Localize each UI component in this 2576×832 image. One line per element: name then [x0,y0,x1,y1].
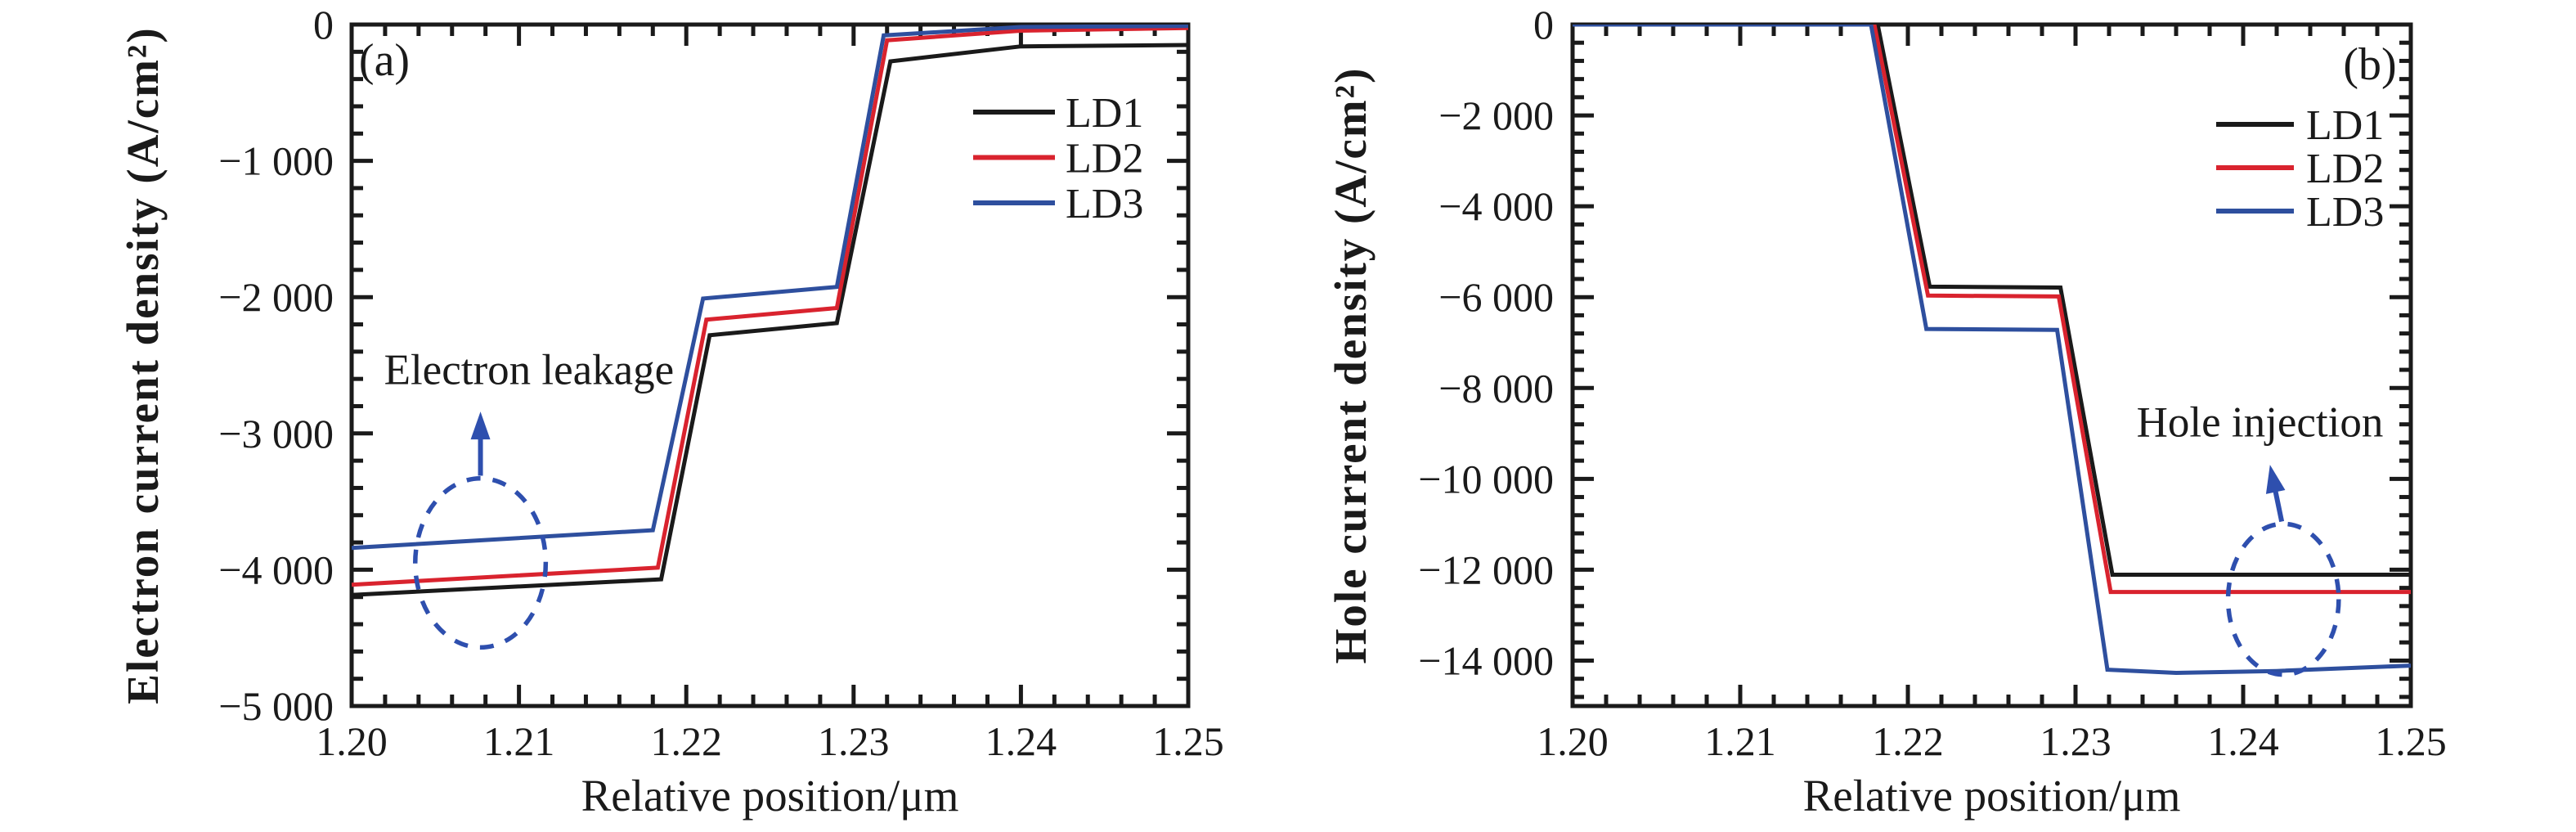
x-tick-label: 1.24 [985,718,1057,764]
y-tick-label: −10 000 [1418,456,1554,501]
y-tick-label: −2 000 [1438,92,1554,138]
y-tick-label: −14 000 [1418,637,1554,683]
panel-b: 1.20 1.21 1.22 1.23 1.24 1.25 0 −2 000 −4 000 −6 … [1326,2,2447,821]
ticks [1570,22,2413,706]
x-tick-label: 1.21 [483,718,555,764]
x-tick-label: 1.23 [818,718,890,764]
y-tick-label: −5 000 [218,683,334,729]
x-tick-label: 1.20 [316,718,388,764]
series-group [352,25,1188,597]
legend-label-LD3: LD3 [1066,181,1143,227]
legend-label-LD1: LD1 [2306,102,2384,149]
panel-label: (b) [2343,39,2396,90]
annotation-group: Hole injection [2137,398,2384,677]
y-axis-label: Hole current density (A/cm²) [1326,67,1376,664]
x-tick-label: 1.22 [650,718,722,764]
legend-label-LD2: LD2 [1066,136,1143,182]
x-axis-label: Relative position/μm [581,771,959,821]
series-line-LD2 [1573,25,2411,595]
legend-label-LD2: LD2 [2306,146,2384,192]
series-line-LD2 [352,25,1188,587]
series-line-LD1 [352,43,1188,597]
x-tick-label: 1.21 [1704,718,1776,764]
annotation-ellipse [2225,521,2341,677]
y-tick-label: −12 000 [1418,546,1554,592]
panel-label: (a) [359,35,410,86]
y-tick-label: −2 000 [218,274,334,320]
y-tick-label: −6 000 [1438,274,1554,320]
x-tick-label: 1.22 [1872,718,1944,764]
series-line-LD1 [1573,25,2411,577]
y-axis-label: Electron current density (A/cm²) [118,26,168,704]
annotation-arrow-shaft [2272,486,2285,523]
series-line-LD3 [352,25,1188,551]
y-tick-label: −4 000 [218,546,334,592]
y-tick-label: −1 000 [218,138,334,184]
panel-a: 1.20 1.21 1.22 1.23 1.24 1.25 0 −1 000 −2 000 −3 … [118,2,1224,821]
y-tick-label: −8 000 [1438,365,1554,411]
x-tick-label: 1.20 [1537,718,1609,764]
annotation-text: Hole injection [2137,398,2384,446]
series-line-LD3 [1573,25,2411,676]
series-group [1573,25,2411,676]
y-tick-label: −4 000 [1438,183,1554,229]
legend-label-LD1: LD1 [1066,90,1143,137]
y-tick-label: 0 [1533,2,1554,47]
x-tick-label: 1.23 [2040,718,2112,764]
annotation-group: Electron leakage [384,346,675,650]
legend-label-LD3: LD3 [2306,189,2384,236]
annotation-arrowhead [470,412,491,440]
annotation-arrowhead [2265,465,2286,494]
axes-frame [1570,22,2413,708]
annotation-text: Electron leakage [384,346,675,394]
x-tick-label: 1.25 [2375,718,2447,764]
annotation-ellipse [412,476,549,650]
axes-frame [349,22,1191,708]
x-axis-label: Relative position/μm [1803,771,2181,821]
x-tick-label: 1.24 [2207,718,2279,764]
x-tick-label: 1.25 [1152,718,1224,764]
y-tick-label: −3 000 [218,411,334,456]
y-tick-label: 0 [313,2,334,47]
